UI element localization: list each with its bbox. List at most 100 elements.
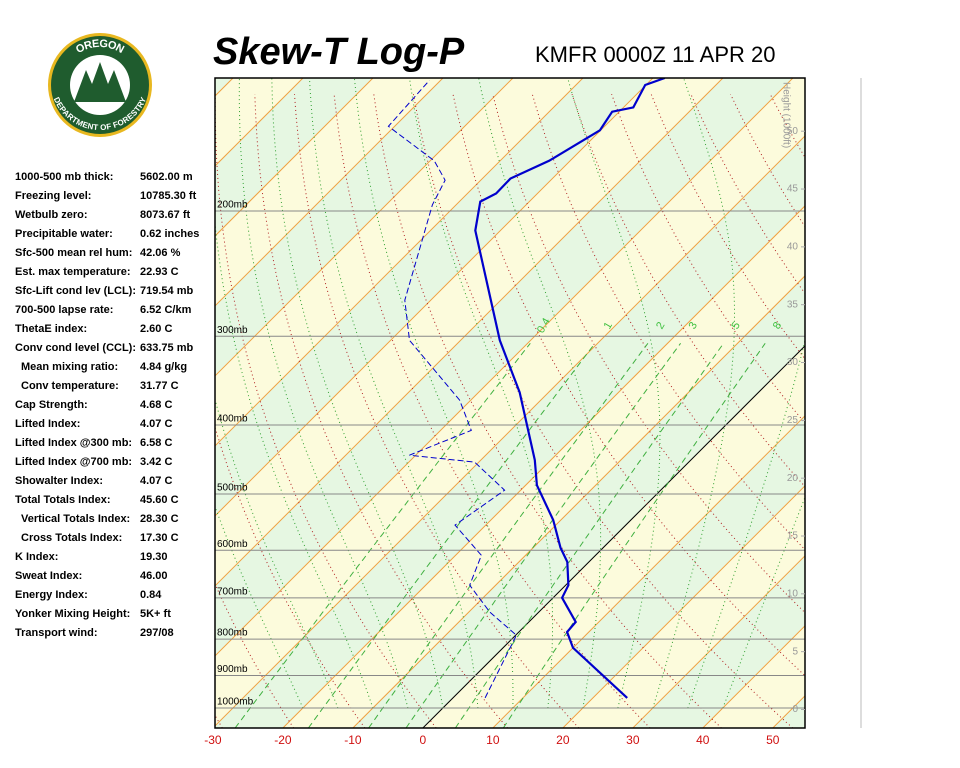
index-row: ThetaE index: 2.60 C (15, 320, 215, 339)
y2-axis-label: Height (1000ft) (780, 82, 791, 148)
isotherm (215, 135, 805, 727)
y2-tick-label: 0 (792, 704, 798, 715)
index-value: 45.60 C (140, 494, 179, 506)
index-value: 6.58 C (140, 437, 173, 449)
index-value: 4.84 g/kg (140, 361, 188, 373)
axes: -30 -20 -10 0 10 20 30 40 500.4 1 2 3 5 81000mb900mb8… (204, 82, 805, 747)
index-value: 2.60 C (140, 323, 173, 335)
y-tick-label: 500mb (217, 483, 248, 494)
dry-adiabat (294, 94, 580, 728)
isotherm (215, 78, 514, 377)
index-label: Sfc-500 mean rel hum: (15, 247, 133, 259)
index-row: Est. max temperature: 22.93 C (15, 263, 215, 282)
chart-subtitle: KMFR 0000Z 11 APR 20 (535, 42, 776, 67)
chart-title: Skew-T Log-P (213, 31, 465, 73)
dry-adiabat (215, 425, 366, 728)
index-value: 31.77 C (140, 380, 179, 392)
isotherm (215, 78, 444, 307)
y2-tick-label: 45 (787, 184, 799, 195)
logo-top-text: OREGON (74, 38, 126, 56)
index-label: Conv temperature: (21, 380, 119, 392)
y2-tick-label: 10 (787, 588, 799, 599)
x-tick-label: 30 (626, 733, 640, 747)
y2-tick-label: 15 (787, 531, 799, 542)
logo: OREGON DEPARTMENT OF FORESTRY (48, 33, 152, 137)
dry-adiabat (215, 94, 437, 728)
index-label: Sfc-Lift cond lev (LCL): (15, 285, 136, 297)
y-tick-label: 700mb (217, 586, 248, 597)
y2-tick-label: 30 (787, 357, 799, 368)
index-value: 8073.67 ft (140, 209, 191, 221)
y-tick-label: 800mb (217, 628, 248, 639)
index-label: Vertical Totals Index: (21, 513, 131, 525)
index-row: Sfc-Lift cond lev (LCL): 719.54 mb (15, 282, 215, 301)
index-value: 5K+ ft (140, 608, 171, 620)
isotherm (562, 485, 805, 728)
index-row: Sweat Index: 46.00 (15, 567, 215, 586)
y-tick-label: 400mb (217, 414, 248, 425)
index-value: 719.54 mb (140, 285, 194, 297)
index-label: Mean mixing ratio: (21, 361, 119, 373)
index-row: Precipitable water: 0.62 inches (15, 225, 215, 244)
mixing-ratio-label: 1 (602, 320, 615, 331)
dry-adiabat (254, 94, 508, 728)
index-row: Energy Index: 0.84 (15, 586, 215, 605)
y-tick-label: 1000mb (217, 697, 254, 708)
index-value: 633.75 mb (140, 342, 194, 354)
index-value: 19.30 (140, 551, 168, 563)
y-tick-label: 600mb (217, 539, 248, 550)
index-value: 3.42 C (140, 456, 173, 468)
index-row: 1000-500 mb thick: 5602.00 m (15, 168, 215, 187)
y-tick-label: 200mb (217, 200, 248, 211)
index-row: Freezing level: 10785.30 ft (15, 187, 215, 206)
y2-tick-label: 50 (787, 126, 799, 137)
y2-tick-label: 25 (787, 415, 799, 426)
x-tick-label: 40 (696, 733, 710, 747)
mixing-ratio-line (307, 342, 596, 728)
moist-adiabat (567, 78, 661, 709)
plot-area (215, 78, 960, 728)
isotherm (352, 275, 805, 728)
logo-top-path: OREGON (74, 38, 126, 56)
index-row: Showalter Index: 4.07 C (15, 472, 215, 491)
index-label: Lifted Index: (15, 418, 81, 430)
dry-adiabat (373, 94, 722, 728)
index-value: 0.62 inches (140, 228, 200, 240)
dry-adiabat (810, 94, 960, 728)
index-value: 17.30 C (140, 532, 179, 544)
index-value: 4.68 C (140, 399, 173, 411)
indices-table: 1000-500 mb thick: 5602.00 m Freezing lev… (15, 168, 215, 643)
dry-adiabat (412, 94, 794, 728)
index-row: Lifted Index @300 mb: 6.58 C (15, 434, 215, 453)
isotherm (215, 78, 794, 657)
index-row: Yonker Mixing Height: 5K+ ft (15, 605, 215, 624)
isotherm (632, 555, 805, 728)
index-label: Transport wind: (15, 627, 98, 639)
index-label: 700-500 lapse rate: (15, 304, 114, 316)
index-label: Total Totals Index: (15, 494, 111, 506)
mixing-ratio-label: 5 (729, 320, 742, 331)
y-tick-label: 300mb (217, 325, 248, 336)
x-tick-label: 20 (556, 733, 570, 747)
index-label: ThetaE index: (15, 323, 88, 335)
logo-trees (74, 62, 126, 102)
index-label: Lifted Index @300 mb: (15, 437, 133, 449)
index-row: Cap Strength: 4.68 C (15, 396, 215, 415)
band (215, 78, 805, 726)
index-row: Cross Totals Index: 17.30 C (15, 529, 215, 548)
index-value: 42.06 % (140, 247, 181, 259)
moist-adiabat (309, 78, 479, 709)
mixing-ratio-label: 3 (687, 320, 700, 331)
index-value: 46.00 (140, 570, 168, 582)
index-row: Lifted Index: 4.07 C (15, 415, 215, 434)
index-row: Mean mixing ratio: 4.84 g/kg (15, 358, 215, 377)
isotherm (215, 78, 724, 587)
x-tick-label: -10 (344, 733, 362, 747)
index-row: Vertical Totals Index: 28.30 C (15, 510, 215, 529)
y-tick-label: 900mb (217, 664, 248, 675)
index-label: Sweat Index: (15, 570, 83, 582)
y2-tick-label: 40 (787, 242, 799, 253)
x-tick-label: -30 (204, 733, 222, 747)
index-label: Showalter Index: (15, 475, 104, 487)
